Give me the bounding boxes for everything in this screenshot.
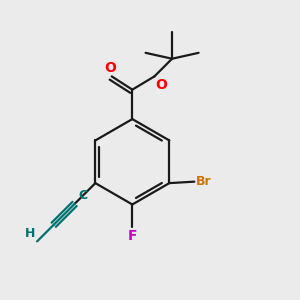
Text: O: O xyxy=(155,78,167,92)
Text: O: O xyxy=(104,61,116,75)
Text: C: C xyxy=(78,189,87,202)
Text: Br: Br xyxy=(196,175,212,188)
Text: H: H xyxy=(25,227,36,240)
Text: F: F xyxy=(128,229,137,243)
